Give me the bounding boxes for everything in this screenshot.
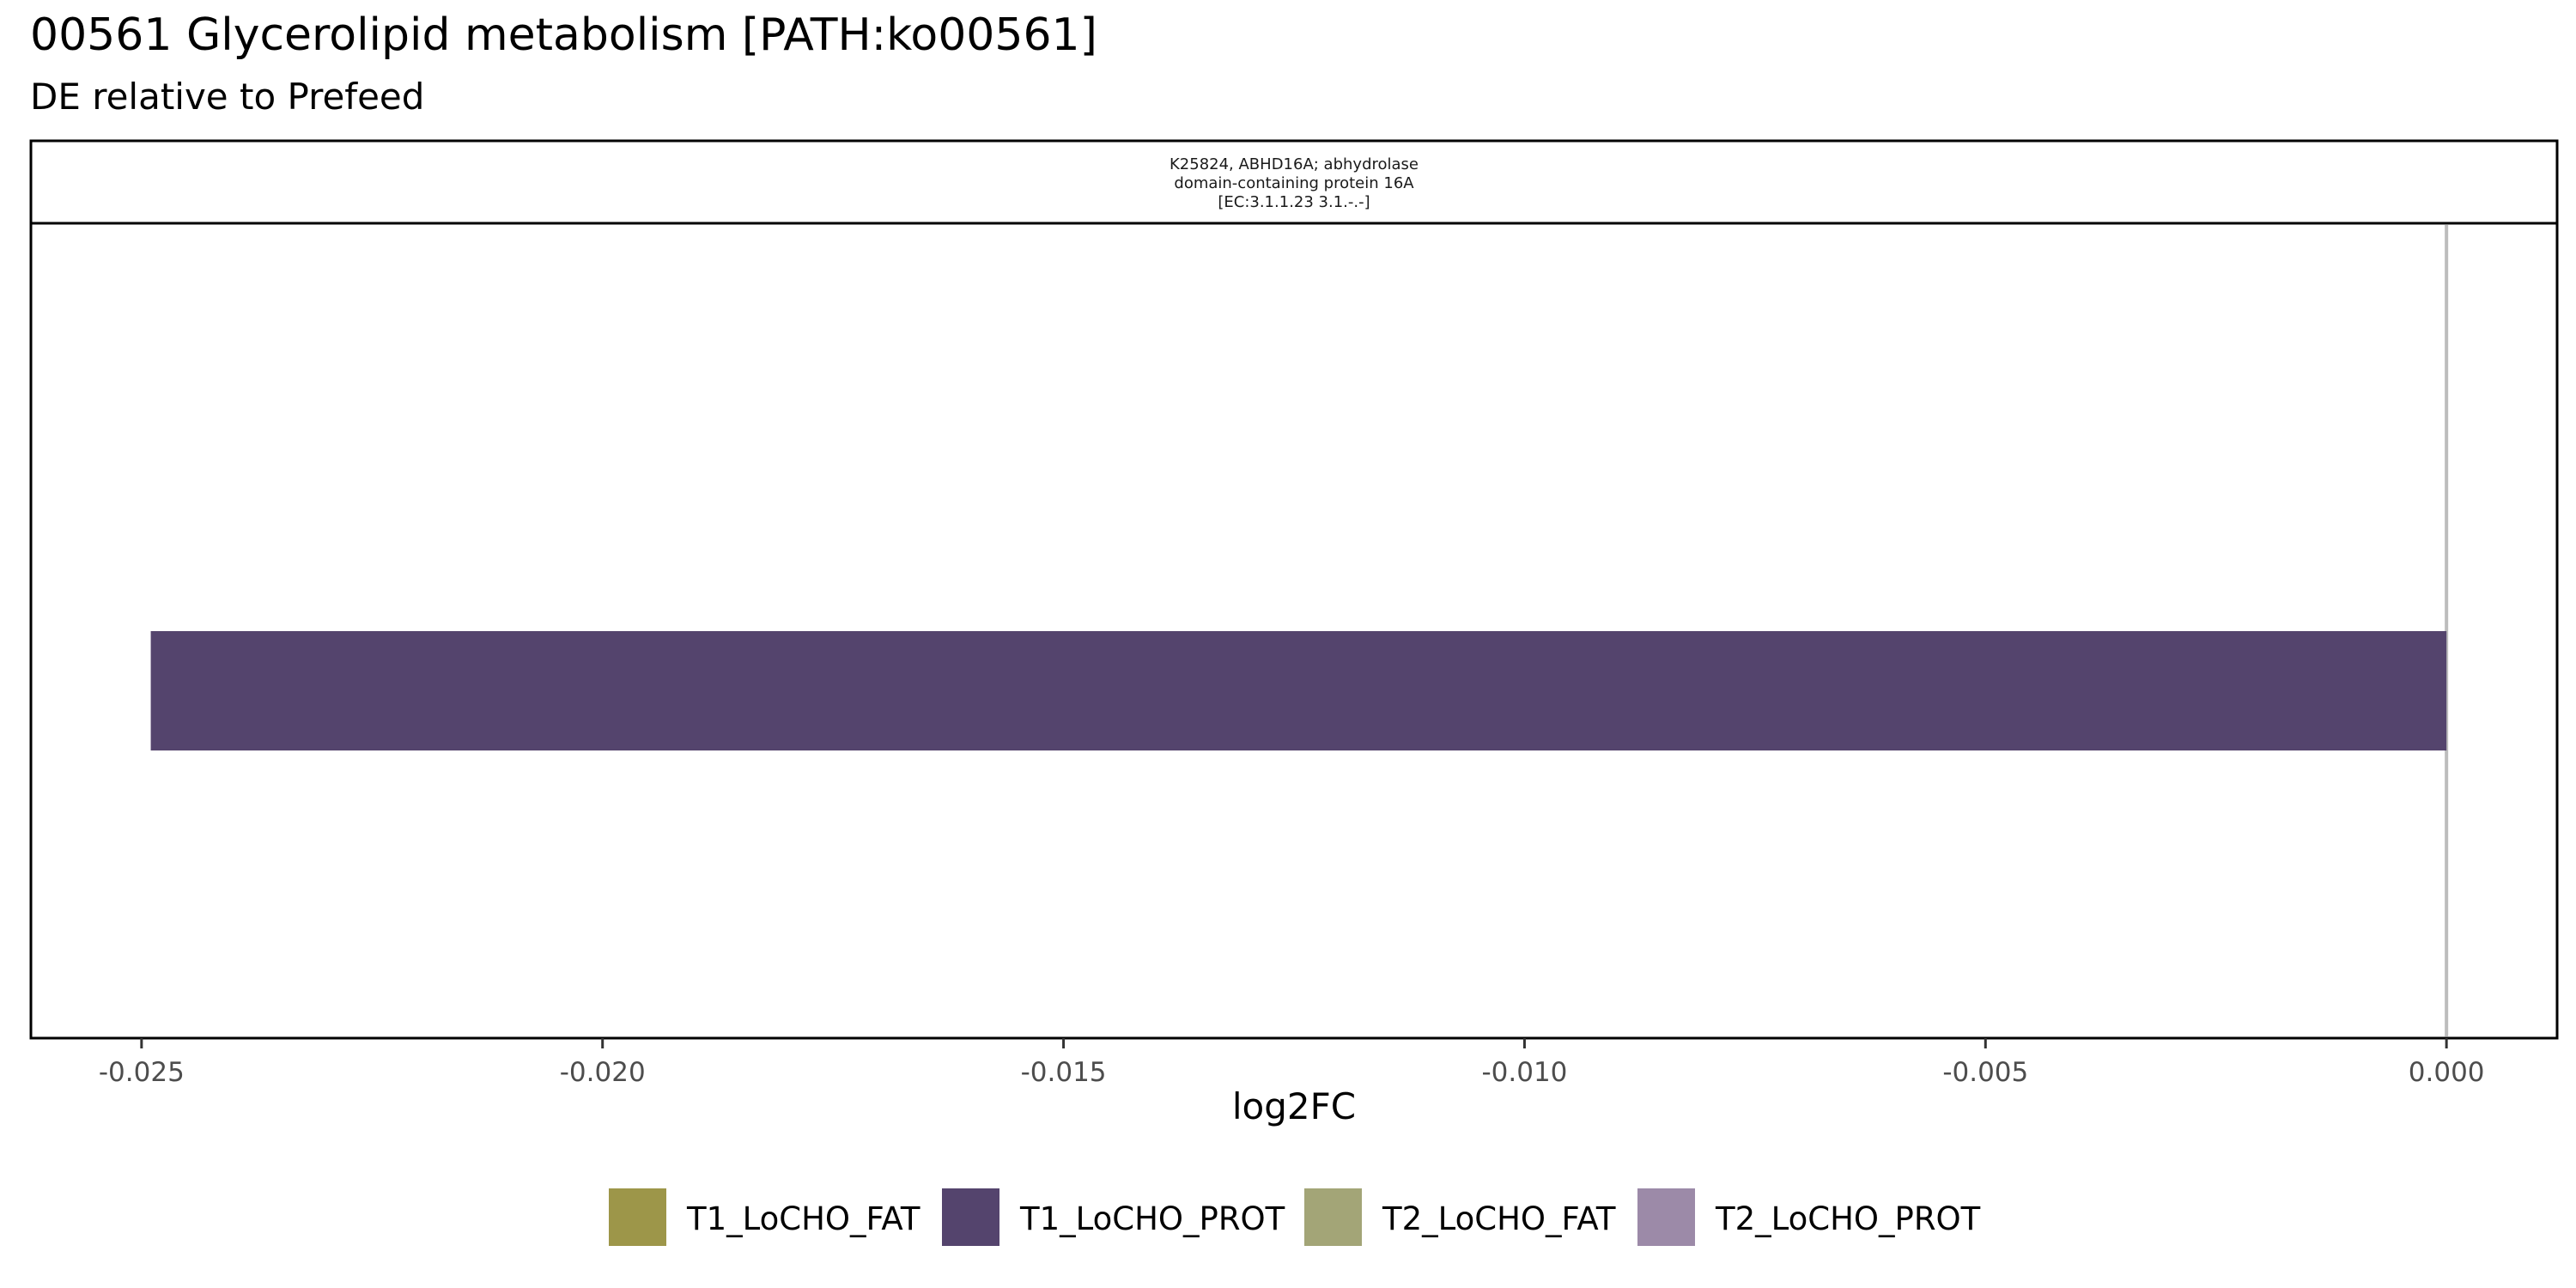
legend-label-t1-locho-fat: T1_LoCHO_FAT xyxy=(686,1200,920,1237)
x-tick-label: -0.010 xyxy=(1481,1057,1567,1088)
x-axis-title: log2FC xyxy=(1232,1085,1356,1127)
bar-t1-locho-prot xyxy=(150,631,2447,750)
x-tick-label: -0.025 xyxy=(99,1057,185,1088)
x-tick-label: -0.005 xyxy=(1942,1057,2028,1088)
x-tick-label: -0.015 xyxy=(1021,1057,1107,1088)
x-tick-label: 0.000 xyxy=(2409,1057,2485,1088)
legend-key-t2-locho-fat xyxy=(1304,1188,1362,1246)
facet-label-line-2: domain-containing protein 16A xyxy=(1174,174,1414,192)
facet-strip xyxy=(29,139,2559,225)
chart-subtitle: DE relative to Prefeed xyxy=(30,76,424,118)
plot-panel-border xyxy=(29,222,2559,1040)
legend-key-t2-locho-prot xyxy=(1637,1188,1695,1246)
facet-label-line-1: K25824, ABHD16A; abhydrolase xyxy=(1170,155,1419,173)
legend-key-t1-locho-fat xyxy=(609,1188,666,1246)
legend-label-t1-locho-prot: T1_LoCHO_PROT xyxy=(1019,1200,1285,1237)
legend-label-t2-locho-prot: T2_LoCHO_PROT xyxy=(1715,1200,1981,1237)
x-axis: -0.025 -0.020 -0.015 -0.010 -0.005 0.000 xyxy=(99,1038,2485,1088)
legend: T1_LoCHO_FAT T1_LoCHO_PROT T2_LoCHO_FAT … xyxy=(609,1188,1981,1246)
chart-title: 00561 Glycerolipid metabolism [PATH:ko00… xyxy=(30,9,1097,61)
plot-panel xyxy=(31,223,2557,1038)
x-tick-label: -0.020 xyxy=(560,1057,646,1088)
facet-label-line-3: [EC:3.1.1.23 3.1.-.-] xyxy=(1218,193,1370,211)
legend-label-t2-locho-fat: T2_LoCHO_FAT xyxy=(1382,1200,1616,1237)
legend-key-t1-locho-prot xyxy=(942,1188,999,1246)
